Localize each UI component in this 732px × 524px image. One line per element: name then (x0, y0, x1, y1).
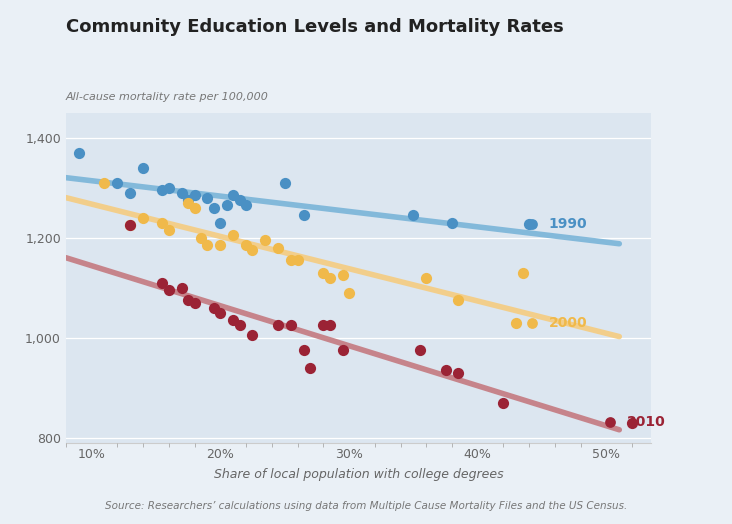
Point (337, 346, 348, 354)
Point (298, 211, 310, 220)
Point (182, 196, 194, 204)
Point (228, 191, 239, 200)
Point (523, 220, 535, 228)
Point (163, 183, 175, 192)
Point (99, 179, 111, 187)
Point (452, 368, 464, 377)
Point (324, 274, 335, 282)
Point (111, 179, 123, 187)
Point (157, 279, 168, 287)
Point (343, 289, 355, 297)
Point (247, 246, 258, 255)
Point (189, 299, 201, 307)
Point (240, 201, 252, 210)
Text: 2000: 2000 (548, 316, 587, 330)
Point (137, 163, 149, 172)
Point (285, 256, 297, 265)
Point (73, 148, 85, 157)
Point (324, 321, 335, 330)
Point (234, 321, 245, 330)
Point (305, 364, 316, 372)
Point (452, 296, 464, 304)
Point (510, 319, 522, 327)
Point (201, 241, 213, 249)
Text: Source: Researchers’ calculations using data from Multiple Cause Mortality Files: Source: Researchers’ calculations using … (105, 501, 627, 511)
Point (605, 418, 616, 426)
Point (208, 303, 220, 312)
Point (201, 193, 213, 202)
Point (414, 346, 426, 354)
Point (526, 220, 537, 228)
Point (182, 296, 194, 304)
Text: 1990: 1990 (548, 217, 587, 231)
Point (137, 213, 149, 222)
Point (446, 219, 458, 227)
X-axis label: Share of local population with college degrees: Share of local population with college d… (214, 467, 504, 481)
Point (272, 244, 284, 252)
Point (157, 186, 168, 194)
Point (189, 203, 201, 212)
Text: 2010: 2010 (627, 415, 666, 429)
Point (176, 283, 187, 292)
Point (240, 241, 252, 249)
Point (420, 274, 432, 282)
Point (163, 286, 175, 294)
Point (124, 189, 136, 197)
Point (234, 196, 245, 204)
Point (228, 316, 239, 324)
Point (182, 199, 194, 207)
Point (526, 319, 537, 327)
Point (214, 241, 226, 249)
Point (228, 231, 239, 239)
Point (285, 321, 297, 330)
Point (298, 346, 310, 354)
Text: All-cause mortality rate per 100,000: All-cause mortality rate per 100,000 (66, 92, 269, 102)
Point (208, 203, 220, 212)
Point (318, 321, 329, 330)
Point (498, 399, 509, 407)
Point (124, 221, 136, 230)
Point (517, 268, 529, 277)
Point (195, 234, 207, 242)
Point (189, 191, 201, 200)
Point (163, 226, 175, 234)
Point (221, 201, 233, 210)
Point (260, 236, 272, 244)
Point (214, 219, 226, 227)
Point (124, 221, 136, 230)
Point (247, 331, 258, 340)
Point (318, 268, 329, 277)
Point (279, 179, 291, 187)
Point (408, 211, 419, 220)
Point (176, 189, 187, 197)
Point (337, 271, 348, 279)
Point (214, 309, 226, 317)
Point (440, 366, 452, 375)
Point (272, 321, 284, 330)
Text: Community Education Levels and Mortality Rates: Community Education Levels and Mortality… (66, 18, 564, 36)
Point (157, 219, 168, 227)
Point (627, 419, 638, 427)
Point (291, 256, 303, 265)
